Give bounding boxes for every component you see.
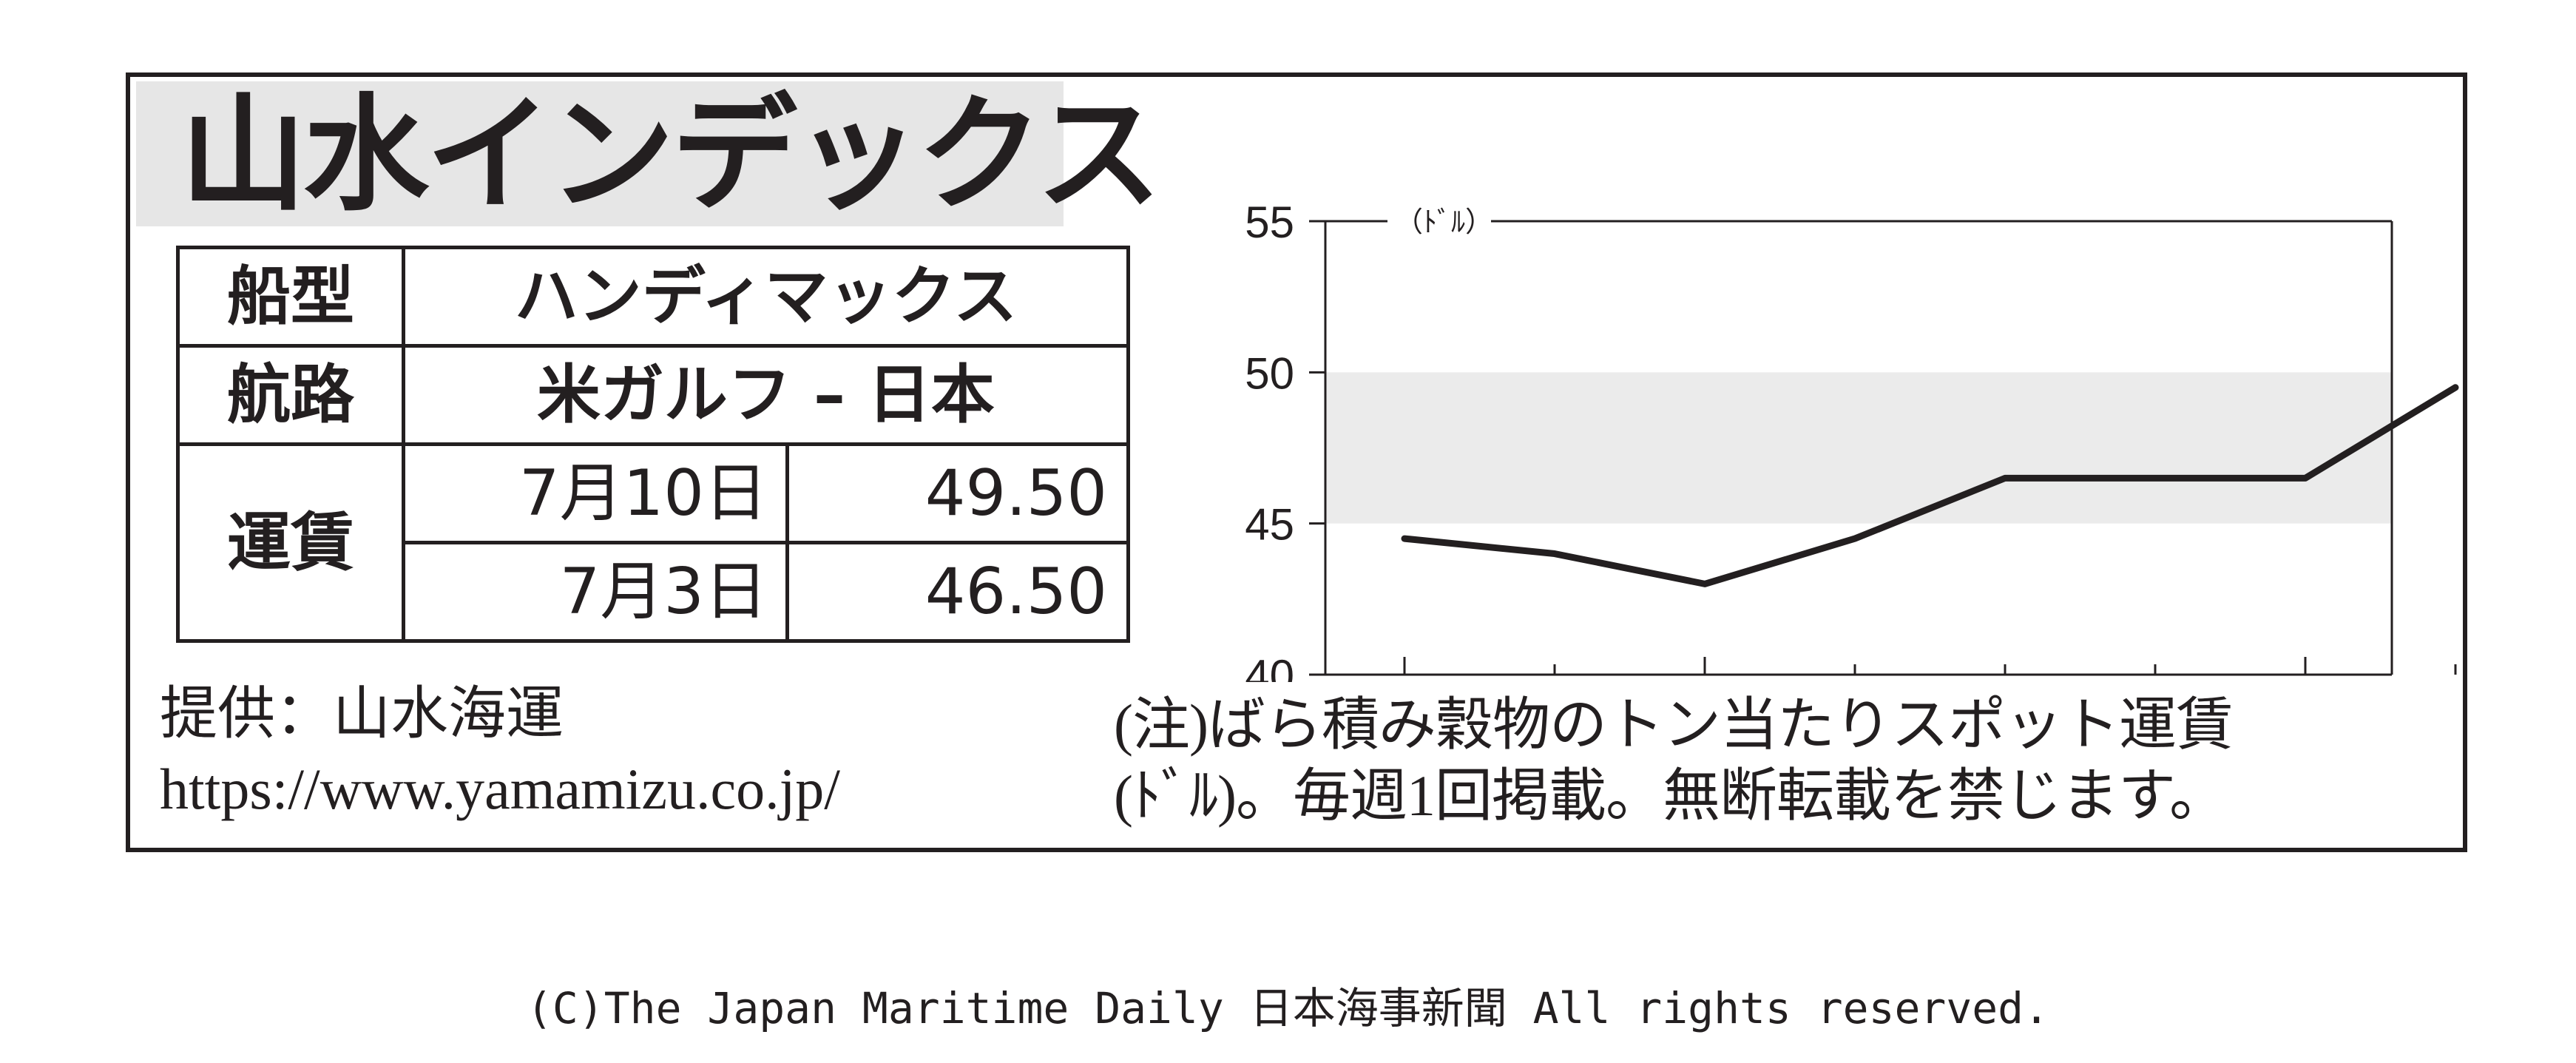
source-block: 提供：山水海運 https://www.yamamizu.co.jp/ [160, 676, 840, 827]
table-row: 船型 ハンディマックス [176, 246, 1130, 348]
freight-label: 運賃 [176, 442, 405, 643]
title-box: 山水インデックス [136, 81, 1162, 226]
ship-type-label: 船型 [176, 246, 405, 348]
freight-date-2: 7月3日 [402, 541, 789, 643]
spec-table: 船型 ハンディマックス 航路 米ガルフ – 日本 運賃 7月10日 49.50 … [176, 246, 1130, 643]
freight-value-2: 46.50 [785, 541, 1130, 643]
index-panel: 山水インデックス 船型 ハンディマックス 航路 米ガルフ – 日本 運賃 7月1… [126, 72, 2467, 852]
index-title: 山水インデックス [180, 82, 1162, 229]
source-url[interactable]: https://www.yamamizu.co.jp/ [160, 757, 840, 821]
y-tick-label: 50 [1245, 348, 1294, 398]
freight-value-1: 49.50 [785, 442, 1130, 544]
series-line [1401, 384, 2459, 587]
table-row: 7月3日 46.50 [178, 541, 1130, 643]
table-row: 運賃 7月10日 49.50 [176, 442, 1130, 643]
note-block: (注)ばら積み穀物のトン当たりスポット運賃 (ﾄﾞﾙ)。毎週1回掲載。無断転載を… [1114, 689, 2234, 831]
source-provider: 提供：山水海運 [160, 681, 564, 746]
ship-type-value: ハンディマックス [402, 246, 1130, 348]
note-line-1: (注)ばら積み穀物のトン当たりスポット運賃 [1114, 692, 2234, 757]
y-tick-label: 40 [1245, 651, 1294, 682]
unit-label: （ﾄﾞﾙ） [1395, 207, 1493, 238]
freight-date-1: 7月10日 [402, 442, 789, 544]
table-row: 航路 米ガルフ – 日本 [176, 344, 1130, 446]
freight-line-chart: （ﾄﾞﾙ）404550555月6月7月 [1245, 198, 2459, 682]
route-value: 米ガルフ – 日本 [402, 344, 1130, 446]
route-label: 航路 [176, 344, 405, 446]
copyright-notice: (C)The Japan Maritime Daily 日本海事新聞 All r… [526, 983, 2050, 1033]
y-tick-label: 55 [1245, 198, 1294, 247]
y-tick-label: 45 [1245, 500, 1294, 550]
note-line-2: (ﾄﾞﾙ)。毎週1回掲載。無断転載を禁じます。 [1114, 763, 2227, 828]
shaded-band [1325, 372, 2392, 524]
